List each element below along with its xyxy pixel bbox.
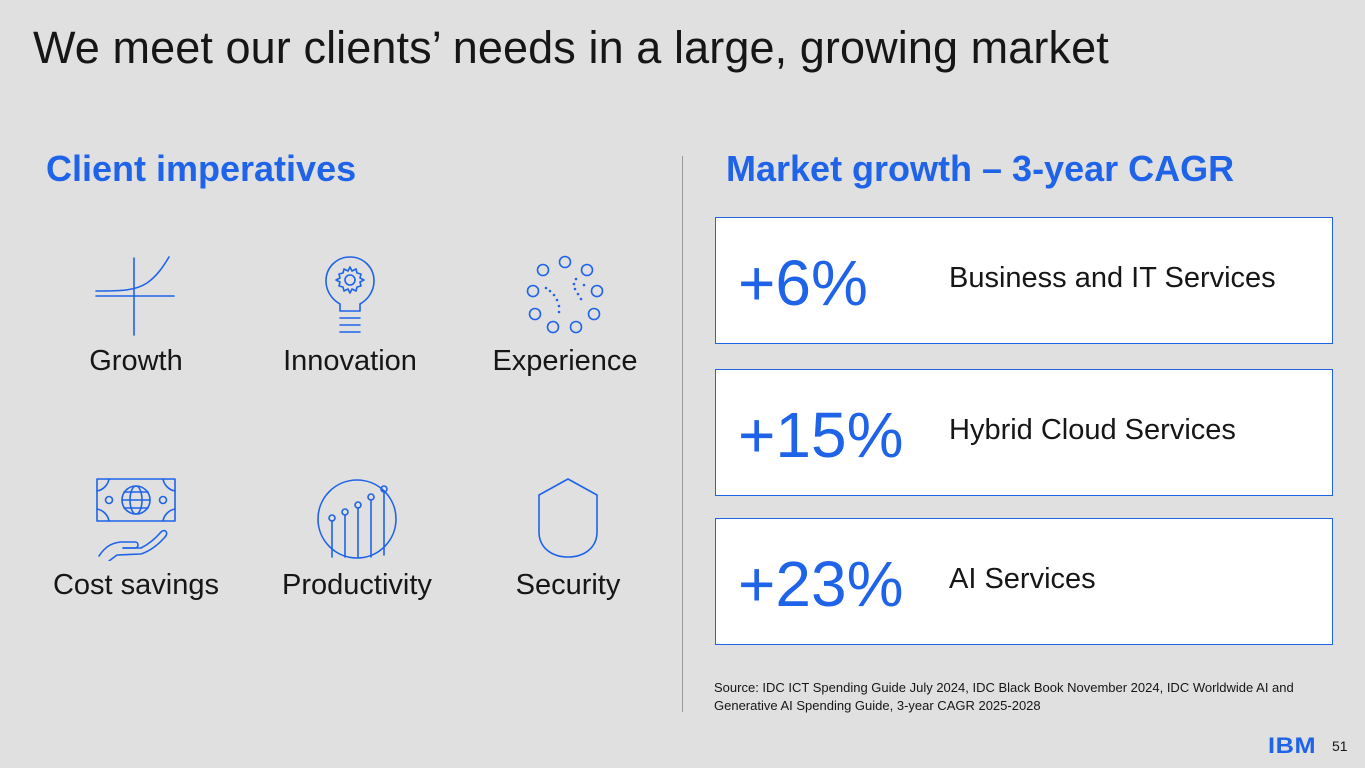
segment-label: Business and IT Services xyxy=(949,262,1276,294)
imperative-security-label: Security xyxy=(515,569,621,601)
source-footnote: Source: IDC ICT Spending Guide July 2024… xyxy=(714,680,1294,713)
imperative-experience: Experience xyxy=(465,255,665,378)
market-box-ai-services: +23% AI Services xyxy=(715,518,1333,645)
cagr-value: +23% xyxy=(738,548,904,620)
money-hand-icon xyxy=(96,478,176,561)
market-box-hybrid-cloud: +15% Hybrid Cloud Services xyxy=(715,369,1333,496)
lightbulb-gear-icon xyxy=(325,256,375,333)
shield-icon xyxy=(538,478,598,558)
market-box-business-it: +6% Business and IT Services xyxy=(715,217,1333,344)
imperative-growth-label: Growth xyxy=(89,345,183,377)
growth-curve-icon xyxy=(95,256,175,336)
ibm-logo: IBM xyxy=(1268,735,1316,757)
circle-dots-icon xyxy=(526,255,604,334)
client-imperatives-heading: Client imperatives xyxy=(46,148,357,189)
rising-chart-icon xyxy=(317,479,397,559)
slide-title: We meet our clients’ needs in a large, g… xyxy=(33,22,1109,73)
cagr-value: +15% xyxy=(738,399,904,471)
imperative-productivity: Productivity xyxy=(257,477,457,602)
imperative-experience-label: Experience xyxy=(492,345,638,377)
imperative-innovation: Innovation xyxy=(250,255,450,378)
segment-label: Hybrid Cloud Services xyxy=(949,414,1236,446)
imperative-growth: Growth xyxy=(36,255,236,378)
cagr-value: +6% xyxy=(738,247,868,319)
imperative-cost-savings: Cost savings xyxy=(36,477,236,602)
page-number: 51 xyxy=(1332,738,1348,754)
imperative-productivity-label: Productivity xyxy=(282,569,432,601)
ibm-logo-text: IBM xyxy=(1268,733,1317,758)
imperative-cost-savings-label: Cost savings xyxy=(52,569,219,601)
section-divider xyxy=(682,156,683,712)
imperative-security: Security xyxy=(468,477,668,602)
imperative-innovation-label: Innovation xyxy=(283,345,417,377)
market-growth-heading: Market growth – 3-year CAGR xyxy=(726,148,1235,189)
segment-label: AI Services xyxy=(949,563,1096,595)
